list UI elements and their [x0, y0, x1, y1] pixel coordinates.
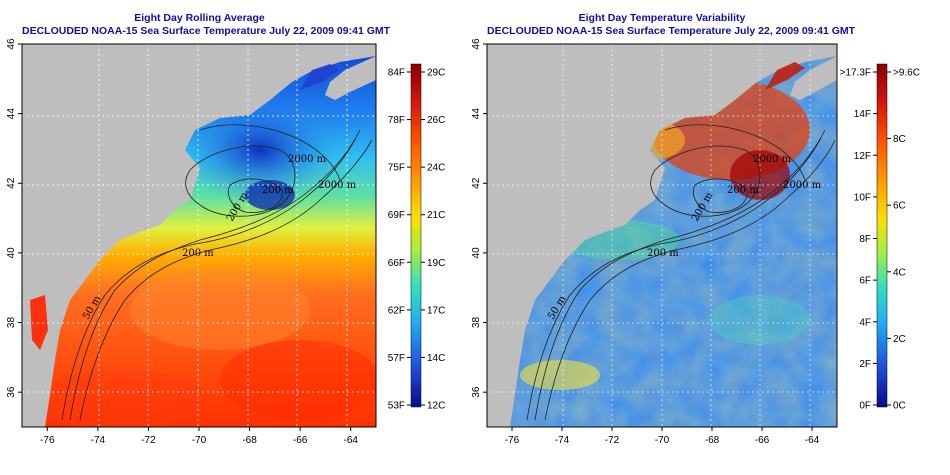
right-land-mainland	[487, 44, 837, 427]
right-cb-right-label: 0C	[893, 401, 906, 412]
left-land-nova-scotia	[325, 56, 376, 100]
left-cb-right-label: 14C	[427, 353, 445, 364]
right-cb-left-label: 14F	[854, 109, 871, 120]
right-x-axis: -76 -74 -72 -70 -68 -66 -64	[505, 427, 820, 446]
left-cb-left-label: 66F	[388, 258, 405, 269]
right-cb-right-label: 6C	[893, 201, 906, 212]
left-cb-right-label: 29C	[427, 68, 445, 79]
left-cb-left-label: 53F	[388, 401, 405, 412]
right-y-tick-label: 44	[471, 108, 482, 120]
right-bathymetry-contours	[526, 124, 836, 421]
right-cb-left-label: 8F	[859, 234, 871, 245]
left-cb-left-label: 62F	[388, 305, 405, 316]
right-x-tick-label: -66	[755, 435, 770, 446]
left-y-tick-label: 44	[6, 108, 17, 120]
right-x-tick-label: -74	[555, 435, 570, 446]
left-x-tick-label: -70	[192, 435, 207, 446]
right-x-tick-label: -76	[505, 435, 520, 446]
right-cb-left-label: 4F	[859, 317, 871, 328]
left-x-axis: -76 -74 -72 -70 -68 -66 -64	[40, 427, 358, 446]
left-y-tick-label: 38	[6, 317, 17, 329]
left-title-line2: DECLOUDED NOAA-15 Sea Surface Temperatur…	[22, 25, 391, 37]
right-patch-2	[520, 360, 600, 390]
left-y-tick-label: 42	[6, 177, 17, 189]
right-cb-right-label: 2C	[893, 334, 906, 345]
left-panel-title: Eight Day Rolling Average DECLOUDED NOAA…	[22, 12, 391, 38]
left-x-tick-label: -68	[242, 435, 257, 446]
right-y-tick-label: 38	[471, 317, 482, 329]
right-cb-left-label: >17.3F	[840, 68, 871, 79]
right-cb-left-label: 10F	[854, 192, 871, 203]
right-panel-title: Eight Day Temperature Variability DECLOU…	[487, 12, 856, 38]
right-y-tick-label: 36	[471, 386, 482, 398]
left-cb-right-label: 17C	[427, 305, 445, 316]
right-cb-left-label: 12F	[854, 151, 871, 162]
right-title-line2: DECLOUDED NOAA-15 Sea Surface Temperatur…	[487, 25, 856, 37]
right-y-axis: 36 38 40 42 44 46	[471, 38, 487, 398]
right-colorbar	[876, 63, 888, 408]
right-cb-right-label: 4C	[893, 267, 906, 278]
left-land-mainland	[22, 44, 376, 427]
left-contour-label-1: 2000 m	[288, 154, 327, 165]
right-contour-label-5: 2000 m	[783, 180, 822, 191]
right-cb-left-label: 6F	[859, 276, 871, 287]
left-bathymetry-contours	[61, 124, 373, 421]
right-map: 2000 m 200 m 50 m 200 m 2000 m 200 m	[487, 44, 837, 427]
right-contour-label-4: 200 m	[647, 248, 679, 259]
left-graticule	[22, 44, 376, 427]
right-y-tick-label: 42	[471, 177, 482, 189]
left-x-tick-label: -74	[91, 435, 106, 446]
right-y-tick-label: 40	[471, 247, 482, 259]
left-y-axis: 36 38 40 42 44 46	[6, 38, 22, 398]
right-cb-left-label: 2F	[859, 359, 871, 370]
left-cb-left-label: 84F	[388, 68, 405, 79]
left-x-tick-label: -66	[293, 435, 308, 446]
left-gulf-of-maine	[180, 95, 340, 205]
left-title-line1: Eight Day Rolling Average	[134, 12, 265, 24]
left-gulf-stream-core	[220, 340, 376, 420]
left-cb-right-label: 12C	[427, 401, 445, 412]
left-y-tick-label: 36	[6, 386, 17, 398]
left-cb-right-label: 19C	[427, 258, 445, 269]
left-cb-right-label: 21C	[427, 210, 445, 221]
right-x-tick-label: -72	[605, 435, 620, 446]
right-cb-left-label: 0F	[859, 401, 871, 412]
left-contour-label-5: 2000 m	[318, 180, 357, 191]
right-bay-of-fundy	[765, 62, 805, 90]
left-cb-left-label: 69F	[388, 210, 405, 221]
left-map: 2000 m 200 m 50 m 200 m 2000 m 200 m	[22, 44, 376, 427]
right-title-line1: Eight Day Temperature Variability	[578, 12, 746, 24]
right-contour-label-2: 200 m	[727, 185, 759, 196]
right-x-tick-label: -70	[655, 435, 670, 446]
right-contour-label-1: 2000 m	[753, 154, 792, 165]
left-colorbar	[410, 63, 422, 408]
right-cb-right-label: 8C	[893, 134, 906, 145]
left-x-tick-label: -72	[141, 435, 156, 446]
right-land-nova-scotia	[790, 56, 837, 100]
right-x-tick-label: -64	[805, 435, 820, 446]
left-contour-label-4: 200 m	[182, 248, 214, 259]
left-warm-eddy	[130, 270, 310, 350]
left-bay-of-fundy	[300, 64, 340, 90]
right-y-tick-label: 46	[471, 38, 482, 50]
right-x-tick-label: -68	[705, 435, 720, 446]
left-cb-right-label: 26C	[427, 115, 445, 126]
left-south-warm	[30, 370, 210, 427]
left-cb-left-label: 78F	[388, 115, 405, 126]
left-cb-left-label: 75F	[388, 163, 405, 174]
left-x-tick-label: -64	[343, 435, 358, 446]
left-y-tick-label: 46	[6, 38, 17, 50]
left-cb-right-label: 24C	[427, 163, 445, 174]
left-contour-label-2: 200 m	[262, 185, 294, 196]
left-y-tick-label: 40	[6, 247, 17, 259]
right-colorbar-labels: >17.3F 14F 12F 10F 8F 6F 4F 2F 0F >9.6C 8C 6C 4C 2C 0C	[840, 68, 920, 412]
left-cb-left-label: 57F	[388, 353, 405, 364]
right-cb-right-label: >9.6C	[893, 68, 920, 79]
left-x-tick-label: -76	[40, 435, 55, 446]
left-colorbar-labels: 84F 78F 75F 69F 66F 62F 57F 53F 29C 26C 24C 21C 19C 1…	[388, 68, 446, 412]
